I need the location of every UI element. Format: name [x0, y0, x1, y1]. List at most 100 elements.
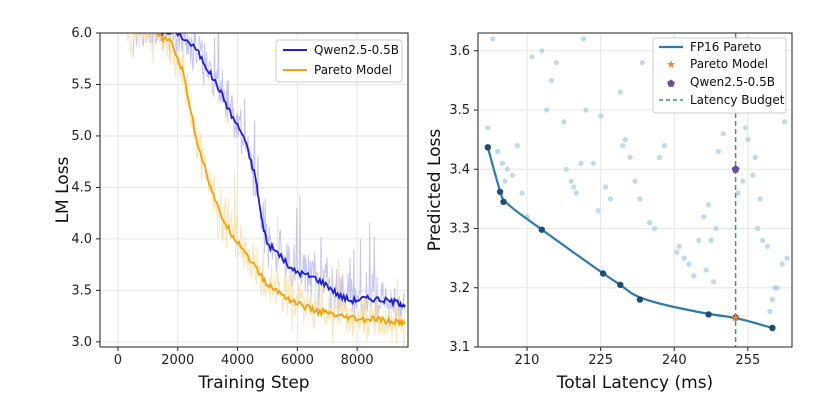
- left-series-line-0: [159, 33, 406, 309]
- candidate-point: [782, 119, 788, 125]
- candidate-point: [703, 267, 709, 273]
- left-y-tick-label: 5.0: [71, 129, 92, 144]
- right-y-tick-label: 3.2: [449, 281, 470, 296]
- pareto-point: [500, 198, 507, 205]
- right-panel: ★ 210 225 240 255 3.1 3.2 3.3 3.4 3.5 3.6 Total …: [425, 32, 793, 393]
- left-series-line-1: [153, 33, 406, 328]
- left-y-axis-label: LM Loss: [53, 156, 73, 223]
- candidate-point: [706, 202, 712, 208]
- pareto-point: [705, 311, 712, 318]
- candidate-point: [647, 220, 653, 226]
- candidate-point: [674, 249, 680, 255]
- right-x-tick-label: 210: [515, 353, 540, 368]
- candidate-point: [779, 261, 785, 267]
- left-legend-label-pareto: Pareto Model: [314, 63, 392, 77]
- candidate-point: [661, 143, 668, 149]
- candidate-point: [745, 137, 751, 143]
- candidate-point: [571, 184, 577, 190]
- right-x-tick-label: 225: [588, 353, 613, 368]
- right-x-ticks: 210 225 240 255: [515, 347, 760, 368]
- candidate-point: [742, 125, 749, 131]
- right-legend-swatch-pareto-model: ★: [666, 58, 676, 71]
- right-y-tick-label: 3.1: [449, 340, 470, 355]
- right-x-tick-label: 255: [735, 353, 760, 368]
- pareto-point: [769, 324, 776, 332]
- right-y-tick-label: 3.3: [449, 222, 470, 237]
- candidate-point: [578, 160, 584, 166]
- left-y-tick-label: 6.0: [71, 26, 92, 41]
- right-y-tick-label: 3.6: [449, 44, 470, 59]
- left-series-lines: [153, 33, 406, 328]
- candidate-point: [676, 243, 682, 249]
- pareto-point: [496, 188, 504, 195]
- left-raw-trace-1: [126, 33, 405, 347]
- candidate-point: [681, 255, 687, 261]
- right-x-axis-label: Total Latency (ms): [556, 373, 713, 393]
- candidate-point: [485, 125, 491, 131]
- candidate-point: [767, 308, 773, 315]
- right-legend-label-budget: Latency Budget: [690, 93, 785, 107]
- left-y-tick-label: 5.5: [71, 77, 92, 92]
- candidate-point: [752, 154, 758, 160]
- candidate-point: [708, 237, 714, 243]
- pareto-point: [484, 144, 491, 151]
- candidate-point: [740, 178, 746, 184]
- pareto-point: [732, 314, 739, 321]
- candidate-point: [595, 208, 601, 214]
- candidate-point: [620, 143, 626, 149]
- candidate-point: [637, 196, 643, 202]
- candidate-point: [656, 154, 663, 160]
- left-x-tick-label: 4000: [221, 353, 254, 368]
- right-candidate-points: [485, 36, 790, 315]
- candidate-point: [499, 160, 506, 166]
- left-x-tick-label: 6000: [281, 353, 314, 368]
- left-raw-traces: [126, 33, 406, 347]
- candidate-point: [720, 131, 726, 137]
- candidate-point: [769, 297, 776, 303]
- left-y-ticks: 3.0 3.5 4.0 4.5 5.0 5.5 6.0: [71, 26, 100, 350]
- candidate-point: [735, 190, 741, 196]
- left-y-tick-label: 3.5: [71, 283, 92, 298]
- pareto-point: [538, 226, 545, 233]
- candidate-point: [617, 89, 623, 95]
- candidate-point: [502, 178, 508, 184]
- candidate-point: [755, 225, 761, 232]
- right-legend-label-pareto-model: Pareto Model: [690, 57, 768, 71]
- candidate-point: [652, 225, 658, 232]
- right-y-axis-label: Predicted Loss: [425, 129, 445, 252]
- candidate-point: [713, 225, 719, 232]
- right-highlight-markers: ★: [730, 165, 741, 324]
- candidate-point: [686, 261, 692, 267]
- candidate-point: [504, 166, 510, 172]
- right-y-ticks: 3.1 3.2 3.3 3.4 3.5 3.6: [449, 44, 478, 355]
- left-legend-label-qwen: Qwen2.5-0.5B: [314, 43, 399, 57]
- qwen-marker: [731, 165, 740, 173]
- candidate-point: [639, 60, 646, 66]
- candidate-point: [760, 237, 766, 243]
- right-legend-label-qwen: Qwen2.5-0.5B: [690, 75, 775, 89]
- candidate-point: [598, 113, 604, 119]
- left-x-tick-label: 2000: [161, 353, 194, 368]
- right-y-tick-label: 3.5: [449, 103, 470, 118]
- right-x-tick-label: 240: [662, 353, 687, 368]
- candidate-point: [607, 196, 614, 202]
- left-y-tick-label: 4.5: [71, 180, 92, 195]
- candidate-point: [580, 36, 587, 42]
- pareto-point: [636, 296, 644, 303]
- right-legend-box: [652, 37, 787, 114]
- candidate-point: [509, 172, 515, 178]
- candidate-point: [784, 255, 790, 261]
- candidate-point: [701, 214, 707, 220]
- left-x-axis-label: Training Step: [197, 373, 309, 393]
- candidate-point: [549, 77, 555, 83]
- candidate-point: [563, 166, 569, 172]
- candidate-point: [710, 279, 717, 285]
- right-legend-swatch-qwen: [667, 79, 675, 87]
- left-x-tick-label: 0: [114, 353, 122, 368]
- candidate-point: [622, 137, 628, 143]
- candidate-point: [573, 190, 579, 196]
- candidate-point: [772, 285, 778, 291]
- candidate-point: [696, 237, 702, 243]
- pareto-model-marker: ★: [730, 310, 741, 324]
- candidate-point: [514, 143, 520, 149]
